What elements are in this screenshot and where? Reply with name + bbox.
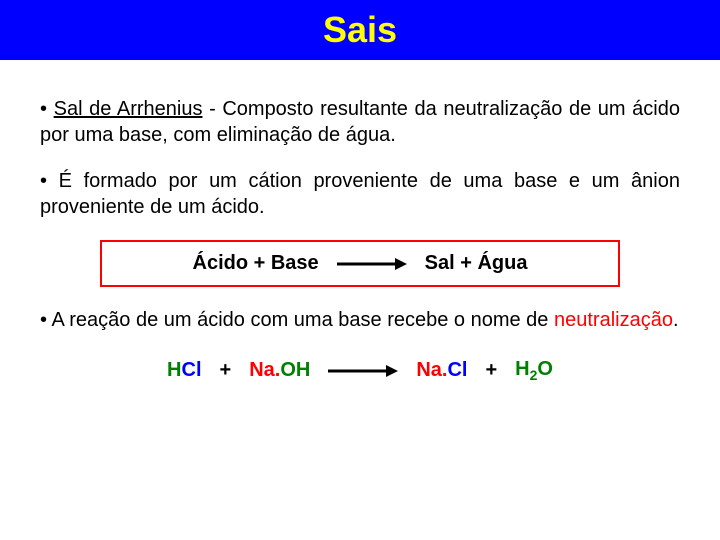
rx-o: O xyxy=(537,358,553,380)
plus-1: + xyxy=(220,359,232,382)
bullet-3-c: . xyxy=(673,309,679,331)
reactant-hcl: HCl xyxy=(167,359,201,382)
bullet-3-highlight: neutralização xyxy=(554,309,673,331)
bullet-3-a: • A reação de um ácido com uma base rece… xyxy=(40,309,554,331)
rx-na2: Na. xyxy=(416,359,447,381)
bullet-3: • A reação de um ácido com uma base rece… xyxy=(40,307,680,333)
reactant-naoh: Na.OH xyxy=(249,359,310,382)
reaction-line: HCl + Na.OH Na.Cl + H2O xyxy=(40,358,680,383)
bullet-2: • É formado por um cátion proveniente de… xyxy=(40,168,680,220)
page-title: Sais xyxy=(323,9,397,51)
rx-h2: H xyxy=(515,358,529,380)
plus-2: + xyxy=(485,359,497,382)
rx-cl2: Cl xyxy=(447,359,467,381)
rx-h: H xyxy=(167,359,181,381)
equation-left: Ácido + Base xyxy=(193,252,319,275)
equation-box: Ácido + Base Sal + Água xyxy=(100,240,620,287)
bullet-1-prefix: • xyxy=(40,98,54,120)
content-area: • Sal de Arrhenius - Composto resultante… xyxy=(0,60,720,383)
rx-oh: OH xyxy=(280,359,310,381)
arrow-icon-2 xyxy=(328,364,398,378)
rx-cl: Cl xyxy=(182,359,202,381)
title-bar: Sais xyxy=(0,0,720,60)
equation-right: Sal + Água xyxy=(425,252,528,275)
product-nacl: Na.Cl xyxy=(416,359,467,382)
product-h2o: H2O xyxy=(515,358,553,383)
rx-na1: Na. xyxy=(249,359,280,381)
bullet-1: • Sal de Arrhenius - Composto resultante… xyxy=(40,96,680,148)
arrow-icon xyxy=(337,257,407,271)
bullet-1-term: Sal de Arrhenius xyxy=(54,98,203,120)
